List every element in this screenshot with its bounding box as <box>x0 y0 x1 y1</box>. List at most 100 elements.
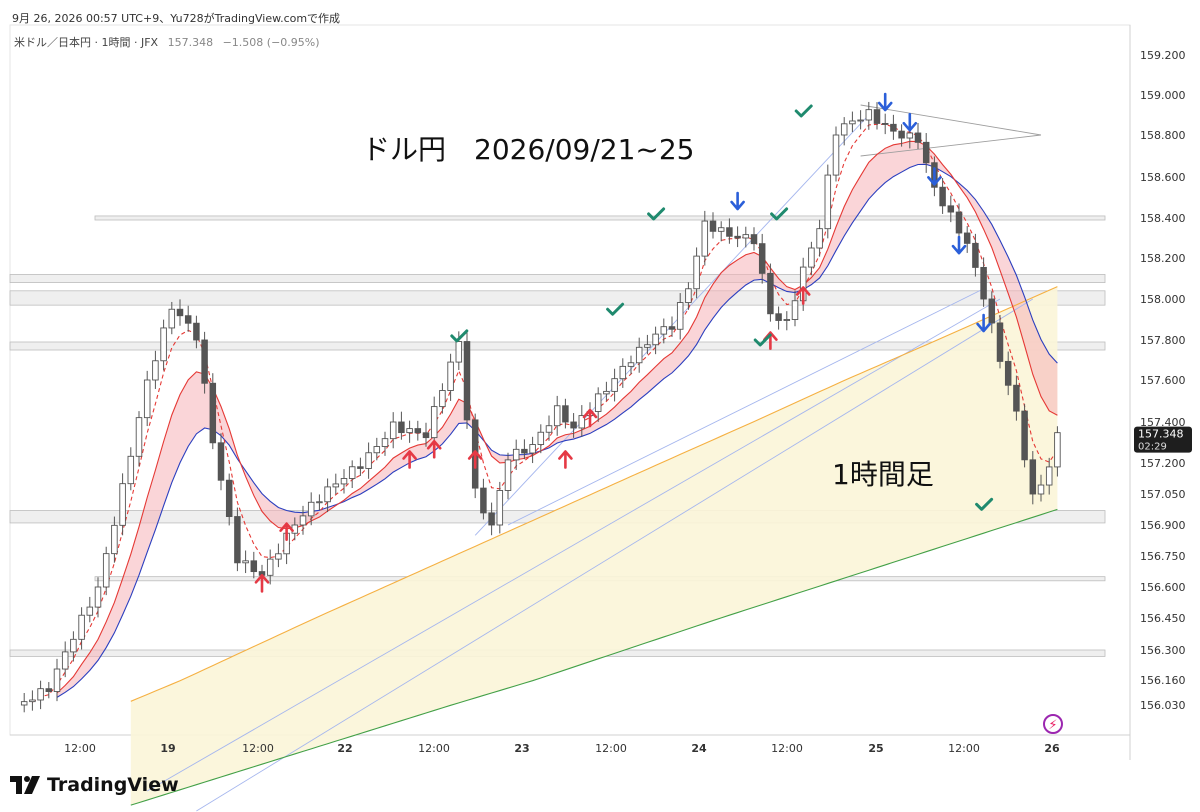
candle <box>611 368 618 402</box>
candle-up-body <box>439 390 446 408</box>
candle-up-body <box>553 405 561 427</box>
moving-averages <box>32 123 1058 806</box>
candle-up-body <box>512 448 520 461</box>
candle-up-body <box>152 360 159 381</box>
candle-down-body <box>890 123 897 132</box>
candle-up-body <box>742 234 750 239</box>
candle <box>1021 404 1028 468</box>
price-tick-label: 157.400 <box>1140 416 1186 429</box>
candle-down-body <box>422 432 430 439</box>
price-tick-label: 159.200 <box>1140 49 1186 62</box>
time-tick-label: 24 <box>691 742 707 755</box>
candle <box>53 658 61 702</box>
candle <box>496 481 504 534</box>
candle-down-body <box>414 428 422 434</box>
candle <box>840 117 848 146</box>
candle-up-body <box>635 346 643 364</box>
candle <box>709 212 717 239</box>
last-price-value: 157.348 <box>167 36 214 49</box>
candle-up-body <box>840 123 848 136</box>
candle-up-body <box>94 586 102 608</box>
check-icon <box>975 497 994 511</box>
candle <box>152 350 159 389</box>
candle <box>78 607 85 650</box>
candle <box>734 226 741 248</box>
candle-up-body <box>545 425 553 433</box>
candle <box>414 420 422 441</box>
price-tick-label: 156.300 <box>1140 644 1186 657</box>
candle-down-body <box>947 205 955 213</box>
candle-up-body <box>430 406 438 439</box>
candle <box>767 263 774 322</box>
candle <box>545 415 553 441</box>
yellow-cloud <box>130 286 1058 806</box>
up-arrow-icon <box>279 522 294 541</box>
candle <box>332 473 340 495</box>
candle-down-body <box>176 308 184 317</box>
candle-up-body <box>70 638 77 653</box>
candle <box>701 210 709 266</box>
up-arrow-stroke <box>558 450 573 469</box>
price-tick-label: 158.800 <box>1140 129 1186 142</box>
time-tick-label: 26 <box>1044 742 1060 755</box>
candle-up-body <box>455 341 463 363</box>
candle <box>750 227 758 251</box>
candle <box>758 233 766 284</box>
candle <box>504 452 512 500</box>
candle <box>480 478 487 520</box>
ma-orange-line <box>130 286 1058 702</box>
candle-down-body <box>709 220 717 232</box>
candle <box>1054 426 1061 477</box>
last-price-label: 157.348 <box>1138 428 1184 441</box>
candle-up-body <box>86 606 94 616</box>
candle-down-body <box>357 466 364 469</box>
candle <box>398 411 405 440</box>
price-tick-label: 156.160 <box>1140 674 1186 687</box>
up-arrow-stroke <box>426 439 442 459</box>
price-tick-label: 158.200 <box>1140 252 1186 265</box>
candle <box>676 293 684 340</box>
candle-down-body <box>775 313 782 321</box>
candle <box>775 306 782 330</box>
time-tick-label: 12:00 <box>242 742 274 755</box>
candle-up-body <box>20 701 28 706</box>
down-arrow-stroke <box>951 235 967 255</box>
candle-up-body <box>824 174 832 230</box>
candle <box>299 505 307 535</box>
candle-up-body <box>447 361 454 391</box>
candle <box>127 447 135 491</box>
candle <box>685 282 692 310</box>
candle <box>1013 375 1020 421</box>
candle-down-body <box>922 141 930 164</box>
candle-down-body <box>193 322 200 341</box>
price-tick-label: 158.000 <box>1140 293 1186 306</box>
candle-up-body <box>37 688 44 701</box>
candle <box>1037 474 1045 502</box>
candle-up-body <box>652 333 659 346</box>
candle-down-body <box>488 512 495 526</box>
candle <box>422 422 430 447</box>
trend-lines <box>146 104 1042 812</box>
up-arrow-icon <box>467 450 483 469</box>
candle-up-body <box>332 483 340 488</box>
candle <box>447 353 454 401</box>
candle <box>406 420 413 443</box>
candle <box>209 373 217 450</box>
candle <box>45 682 53 699</box>
candle-down-body <box>570 421 577 429</box>
tradingview-logo-icon <box>10 776 40 794</box>
candle <box>521 439 528 460</box>
candle <box>225 473 233 526</box>
candle <box>537 424 545 454</box>
price-tick-label: 159.000 <box>1140 89 1186 102</box>
candle-up-body <box>496 490 504 526</box>
candle-down-body <box>873 109 881 124</box>
symbol-legend[interactable]: 米ドル／日本円 · 1時間 · JFX 157.348 −1.508 (−0.9… <box>14 34 320 50</box>
candle <box>668 316 676 337</box>
candle-down-body <box>914 132 922 143</box>
candle-up-body <box>102 553 110 588</box>
candle-up-body <box>348 466 356 479</box>
candle <box>980 257 987 307</box>
lightning-icon[interactable]: ⚡ <box>1043 714 1063 734</box>
